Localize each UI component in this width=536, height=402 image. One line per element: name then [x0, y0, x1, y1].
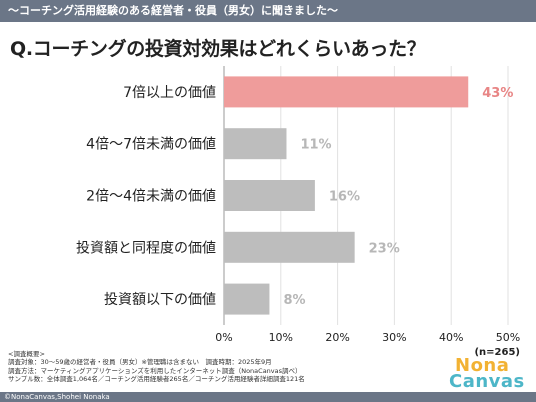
- value-label: 8%: [283, 293, 305, 308]
- category-label: 2倍〜4倍未満の価値: [86, 189, 216, 205]
- x-tick-label: 20%: [325, 331, 349, 344]
- notes-heading: <調査概要>: [8, 350, 45, 358]
- value-label: 16%: [329, 190, 360, 205]
- footer-bar: [0, 392, 536, 402]
- logo-line1: Nona: [455, 355, 510, 376]
- x-tick-label: 50%: [496, 331, 520, 344]
- sample-size-label: (n=265): [474, 347, 520, 358]
- survey-notes: <調査概要> 調査対象：30〜59歳の経営者・役員（男女）※管理職は含まない 調…: [8, 350, 305, 384]
- bar: [224, 76, 469, 108]
- bar: [224, 283, 270, 315]
- bar: [224, 180, 315, 211]
- x-tick-label: 30%: [382, 331, 406, 344]
- notes-sample: サンプル数：全体調査1,064名／コーチング活用経験者265名／コーチング活用経…: [8, 375, 305, 384]
- category-label: 4倍〜7倍未満の価値: [86, 137, 216, 153]
- logo-line2: Canvas: [449, 371, 525, 392]
- credit-text: ©NonaCanvas,Shohei Nonaka: [4, 393, 110, 401]
- x-tick-label: 0%: [215, 331, 232, 344]
- notes-target: 調査対象：30〜59歳の経営者・役員（男女）※管理職は含まない 調査時期：202…: [8, 358, 272, 367]
- bar: [224, 231, 355, 263]
- notes-method: 調査方法：マーケティングアプリケーションズを利用したインターネット調査（Nona…: [8, 366, 302, 375]
- top-banner: 〜コーチング活用経験のある経営者・役員（男女）に聞きました〜: [0, 0, 536, 22]
- category-label: 7倍以上の価値: [123, 85, 216, 101]
- value-label: 23%: [369, 241, 400, 256]
- value-label: 43%: [482, 86, 513, 101]
- question-title: Q.コーチングの投資対効果はどれくらいあった？: [10, 38, 426, 60]
- bar: [224, 128, 287, 160]
- category-label: 投資額と同程度の価値: [76, 240, 216, 256]
- category-label: 投資額以下の価値: [104, 292, 216, 308]
- x-tick-label: 40%: [439, 331, 463, 344]
- x-tick-label: 10%: [269, 331, 293, 344]
- nonacanvas-logo: Nona Canvas: [449, 355, 531, 392]
- value-label: 11%: [300, 138, 331, 153]
